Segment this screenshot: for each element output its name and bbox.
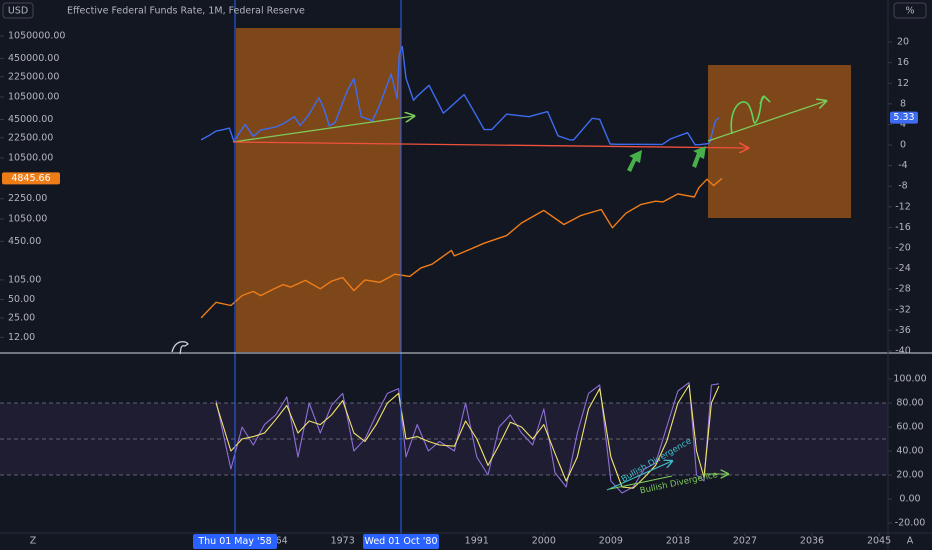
- y-tick-label: 40.00: [896, 445, 923, 456]
- y-tick-label: 25.00: [8, 312, 35, 323]
- unit-label[interactable]: %: [905, 6, 914, 17]
- y2-tick-label: -8: [898, 181, 907, 192]
- y-tick-label: -20.00: [895, 517, 926, 528]
- y2-tick-label: 12: [897, 78, 909, 89]
- y-tick-label: 105.00: [8, 274, 41, 285]
- y2-tick-label: -32: [895, 304, 911, 315]
- y2-tick-label: 4: [900, 119, 906, 130]
- logo-icon: [171, 341, 189, 355]
- y-tick-label: 100.00: [893, 373, 926, 384]
- y2-tick-label: -24: [895, 263, 911, 274]
- y2-tick-label: 8: [900, 98, 906, 109]
- currency-label[interactable]: USD: [8, 6, 28, 17]
- y2-tick-label: 20: [897, 37, 909, 48]
- series-line: [215, 382, 719, 494]
- y2-tick-label: 16: [897, 57, 909, 68]
- y-tick-label: 20.00: [896, 469, 923, 480]
- last-value-badge: [2, 172, 60, 185]
- unit-button[interactable]: [893, 2, 927, 19]
- y-tick-label: 1050000.00: [8, 30, 65, 41]
- highlight-box: [236, 28, 401, 352]
- y2-tick-label: -12: [895, 201, 911, 212]
- oscillator-pane: [0, 354, 888, 532]
- footer-left[interactable]: Z: [30, 536, 37, 547]
- y-tick-label: 50.00: [8, 294, 35, 305]
- x-tick-label: 2027: [733, 536, 757, 547]
- y-tick-label: 80.00: [896, 397, 923, 408]
- divergence-arrow: [609, 475, 673, 490]
- up-arrow-icon: [627, 150, 642, 172]
- y2-tick-label: 0: [900, 140, 906, 151]
- up-arrow-icon: [692, 146, 706, 168]
- chart-title: Effective Federal Funds Rate, 1M, Federa…: [67, 6, 305, 17]
- y-tick-label: 22500.00: [8, 132, 53, 143]
- series-line: [200, 177, 723, 319]
- squiggle-head: [759, 95, 771, 105]
- highlight-box: [708, 65, 851, 218]
- y-tick-label: 450000.00: [8, 53, 59, 64]
- trend-arrow: [232, 116, 414, 143]
- y2-tick-label: -28: [895, 284, 911, 295]
- y2-tick-label: -4: [898, 160, 907, 171]
- y2-tick-label: -16: [895, 222, 911, 233]
- x-tick-label: 2036: [800, 536, 824, 547]
- y2-tick-label: -20: [895, 243, 911, 254]
- crosshair-date-badge: [193, 534, 277, 549]
- y-tick-label: 60.00: [896, 421, 923, 432]
- y-tick-label: 105000.00: [8, 91, 59, 102]
- last-value-label: 5.33: [893, 112, 914, 123]
- last-value-label: 4845.66: [11, 173, 50, 184]
- y-tick-label: 450.00: [8, 236, 41, 247]
- x-tick-label: 2045: [867, 536, 891, 547]
- last-value-badge: [890, 111, 918, 124]
- y2-tick-label: -36: [895, 325, 911, 336]
- crosshair-date-label: Thu 01 May '58: [197, 536, 271, 547]
- y-tick-label: 2250.00: [8, 193, 47, 204]
- crosshair-date-badge: [363, 534, 439, 549]
- trend-arrow: [232, 141, 748, 148]
- x-tick-label: 2018: [666, 536, 690, 547]
- crosshair-date-label: Wed 01 Oct '80: [365, 536, 438, 547]
- y-tick-label: 45000.00: [8, 114, 53, 125]
- footer-right[interactable]: A: [907, 536, 914, 547]
- y2-tick-label: -40: [895, 345, 911, 356]
- x-tick-label: 2009: [599, 536, 623, 547]
- series-line: [215, 384, 720, 489]
- y-tick-label: 0.00: [899, 493, 920, 504]
- y-tick-label: 1050.00: [8, 213, 47, 224]
- x-tick-label: 1991: [465, 536, 489, 547]
- trend-arrow: [707, 101, 826, 142]
- divergence-arrow: [606, 461, 672, 491]
- currency-button[interactable]: [2, 2, 34, 19]
- y-tick-label: 225000.00: [8, 71, 59, 82]
- y-tick-label: 10500.00: [8, 152, 53, 163]
- x-tick-label: 1973: [331, 536, 355, 547]
- x-tick-label: 2000: [532, 536, 556, 547]
- series-line: [200, 46, 720, 146]
- y-tick-label: 12.00: [8, 332, 35, 343]
